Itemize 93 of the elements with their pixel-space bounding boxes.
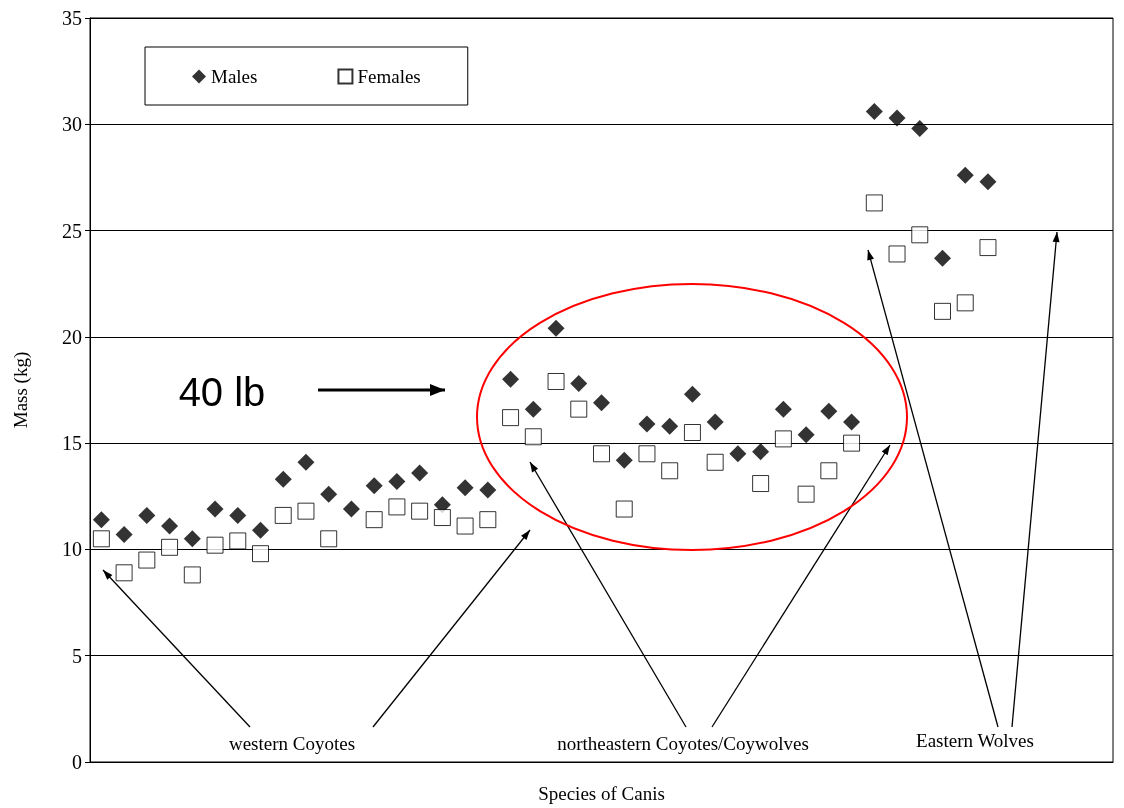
point [456,479,474,497]
point [752,475,770,493]
point [911,120,929,138]
point [570,375,588,393]
point [229,506,247,524]
point [797,426,815,444]
point [593,394,610,412]
point [752,443,770,461]
y-tick-label: 25 [62,219,82,242]
point [92,530,110,548]
annotation: 40 lb [178,370,266,414]
y-tick-label: 30 [62,113,82,136]
point [388,472,406,490]
point [411,464,429,482]
point [297,502,315,520]
point [615,451,633,469]
point [706,413,724,431]
point [479,481,497,499]
point [888,109,906,127]
point [206,536,224,554]
point [252,521,269,539]
point [683,424,701,442]
point [865,103,883,121]
y-tick-label: 20 [62,325,82,348]
legend-label: Females [357,66,421,87]
point [115,564,133,582]
point [183,530,201,548]
point [797,485,815,503]
point [888,245,906,263]
point [138,506,156,524]
y-tick-label: 5 [72,644,82,667]
point [547,373,565,390]
y-tick-label: 15 [62,432,82,455]
point [252,545,269,563]
point [388,498,406,516]
point [934,249,951,267]
point [774,400,792,418]
point [274,506,292,524]
point [593,445,610,463]
point [979,239,997,257]
point [456,517,474,535]
point [865,194,883,212]
point [729,445,747,463]
y-axis-title: Mass (kg) [10,351,32,429]
x-axis-title: Species of Canis [538,783,665,804]
point [956,294,974,312]
point [524,428,542,446]
y-tick-label: 35 [62,7,82,29]
point [115,526,133,544]
point [365,477,383,495]
point [206,500,224,518]
point [297,453,315,471]
point [411,502,429,520]
point [843,413,861,431]
point [774,430,792,448]
point [92,511,110,529]
point [524,400,542,418]
point [229,532,247,550]
point [706,453,724,471]
point [934,302,951,320]
point [161,538,179,556]
point [911,226,929,244]
point [979,173,997,191]
point [433,509,451,527]
annotation: northeastern Coyotes/Coywolves [557,732,809,754]
point [502,370,520,388]
point [820,462,838,480]
point [479,511,497,529]
point [342,500,360,518]
point [320,530,338,548]
point [956,166,974,184]
point [683,385,701,403]
point [615,500,633,518]
point [661,462,679,480]
point [843,434,861,452]
point [161,517,179,535]
point [365,511,383,529]
legend-label: Males [211,66,258,87]
point [638,445,656,463]
point [820,402,838,420]
y-tick-label: 10 [62,538,82,561]
annotation: Eastern Wolves [916,729,1034,751]
annotation: western Coyotes [228,732,356,754]
point [661,417,679,435]
point [570,400,588,418]
y-tick-label: 0 [72,751,82,773]
point [183,566,201,584]
point [638,415,656,433]
point [547,319,565,337]
point [320,485,338,503]
point [138,551,156,569]
point [502,409,520,427]
point [274,470,292,488]
